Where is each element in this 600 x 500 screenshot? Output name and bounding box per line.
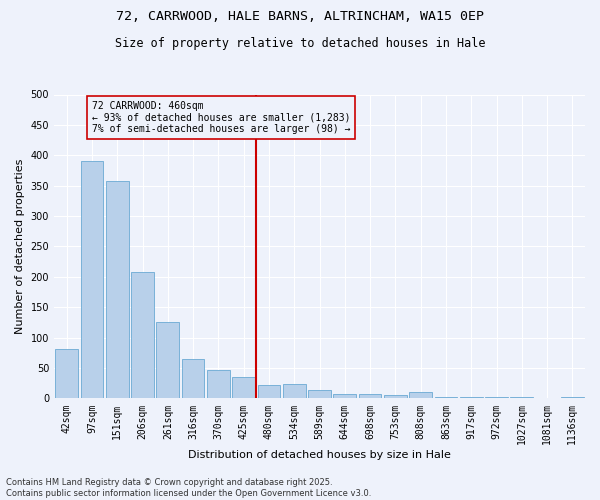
Bar xyxy=(80,162,103,398)
Text: 72 CARRWOOD: 460sqm
← 93% of detached houses are smaller (1,283)
7% of semi-deta: 72 CARRWOOD: 460sqm ← 93% of detached ho… xyxy=(92,100,350,134)
Bar xyxy=(308,390,331,398)
Bar xyxy=(182,359,205,399)
Bar xyxy=(460,396,482,398)
Bar xyxy=(232,377,255,398)
Bar xyxy=(359,394,382,398)
Bar xyxy=(511,397,533,398)
Y-axis label: Number of detached properties: Number of detached properties xyxy=(15,159,25,334)
Bar xyxy=(409,392,432,398)
Bar xyxy=(207,370,230,398)
Bar xyxy=(257,385,280,398)
Bar xyxy=(384,395,407,398)
Bar xyxy=(434,396,457,398)
Bar xyxy=(283,384,305,398)
Bar xyxy=(106,182,128,398)
Bar xyxy=(561,397,584,398)
Text: Contains HM Land Registry data © Crown copyright and database right 2025.
Contai: Contains HM Land Registry data © Crown c… xyxy=(6,478,371,498)
Bar xyxy=(131,272,154,398)
X-axis label: Distribution of detached houses by size in Hale: Distribution of detached houses by size … xyxy=(188,450,451,460)
Text: Size of property relative to detached houses in Hale: Size of property relative to detached ho… xyxy=(115,38,485,51)
Bar xyxy=(334,394,356,398)
Bar xyxy=(157,322,179,398)
Bar xyxy=(485,397,508,398)
Bar xyxy=(55,348,78,399)
Text: 72, CARRWOOD, HALE BARNS, ALTRINCHAM, WA15 0EP: 72, CARRWOOD, HALE BARNS, ALTRINCHAM, WA… xyxy=(116,10,484,23)
